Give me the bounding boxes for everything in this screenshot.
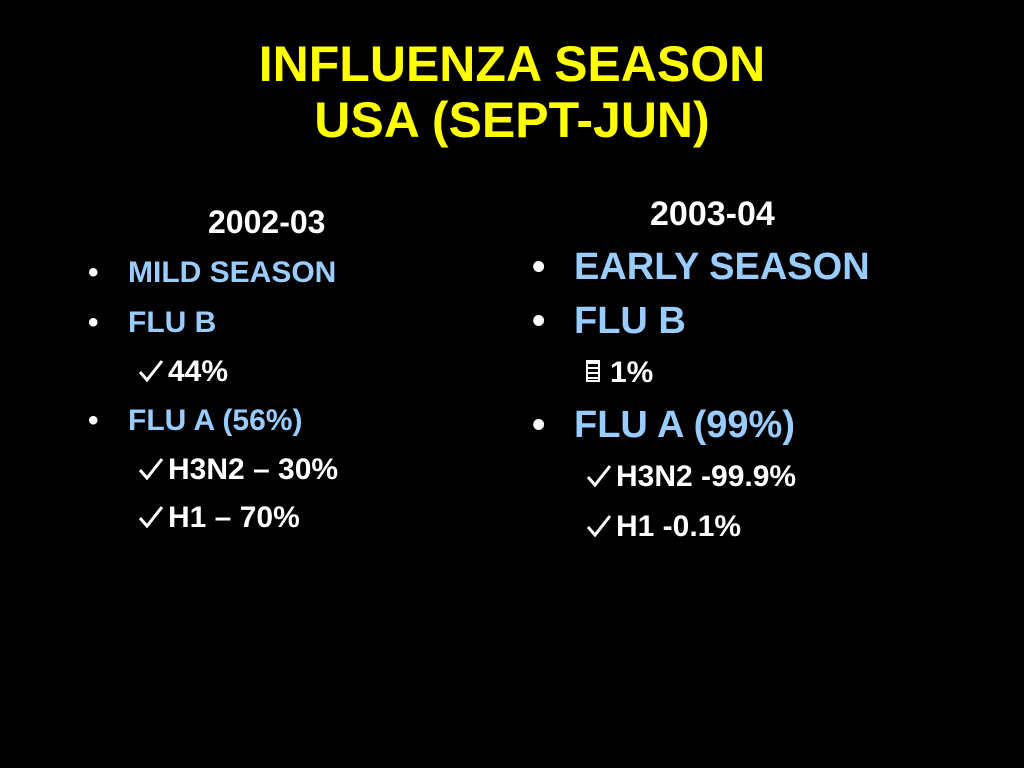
list-item-text: FLU B [574, 300, 686, 342]
list-item: • FLU B [530, 294, 1000, 348]
bullet-icon: • [532, 404, 546, 446]
list-item-text: MILD SEASON [128, 256, 337, 289]
checkmark-icon [586, 452, 616, 502]
sub-list-item-text: H3N2 -99.9% [616, 460, 797, 493]
list-item: • FLU A (99%) [530, 398, 1000, 452]
list-item: • MILD SEASON [86, 248, 486, 298]
sub-list-item: 44% [86, 348, 486, 396]
sub-list-item-text: H1 – 70% [168, 501, 300, 534]
sub-list-item-text: H3N2 – 30% [168, 453, 339, 486]
sub-list-item: H3N2 -99.9% [530, 452, 1000, 502]
sub-list-item-text: 44% [168, 355, 229, 388]
sub-list-item: H1 – 70% [86, 494, 486, 542]
checkmark-icon [138, 494, 168, 542]
sub-list-item-text: 1% [610, 356, 654, 389]
list-item-text: EARLY SEASON [574, 246, 870, 288]
bullet-icon: • [88, 404, 99, 437]
checkmark-icon [138, 446, 168, 494]
season-heading: 2003-04 [650, 195, 775, 233]
bullet-icon: • [88, 306, 99, 339]
season-2003-04-column: 2003-04 • EARLY SEASON • FLU B 1% • FLU … [530, 188, 1000, 552]
list-item: • FLU B [86, 298, 486, 348]
sub-list-item-text: H1 -0.1% [616, 510, 742, 543]
season-heading: 2002-03 [208, 204, 326, 240]
season-2002-03-column: 2002-03 • MILD SEASON • FLU B 44% • FLU … [86, 196, 486, 542]
sub-list-item: H1 -0.1% [530, 502, 1000, 552]
sub-list-item: 1% [530, 348, 1000, 398]
list-item: • EARLY SEASON [530, 240, 1000, 294]
sub-list-item: H3N2 – 30% [86, 446, 486, 494]
slide-title-line-2: USA (SEPT-JUN) [314, 92, 710, 148]
bullet-icon: • [532, 246, 546, 288]
slide-title-line-1: INFLUENZA SEASON [258, 36, 766, 92]
list-item-text: FLU A (56%) [128, 404, 303, 437]
checkmark-icon [586, 502, 616, 552]
square-list-icon [586, 360, 600, 382]
bullet-icon: • [88, 256, 99, 289]
list-item-text: FLU A (99%) [574, 404, 795, 446]
list-item-text: FLU B [128, 306, 217, 339]
checkmark-icon [138, 348, 168, 396]
list-item: • FLU A (56%) [86, 396, 486, 446]
slide-title: INFLUENZA SEASON USA (SEPT-JUN) [0, 36, 1024, 148]
bullet-icon: • [532, 300, 546, 342]
